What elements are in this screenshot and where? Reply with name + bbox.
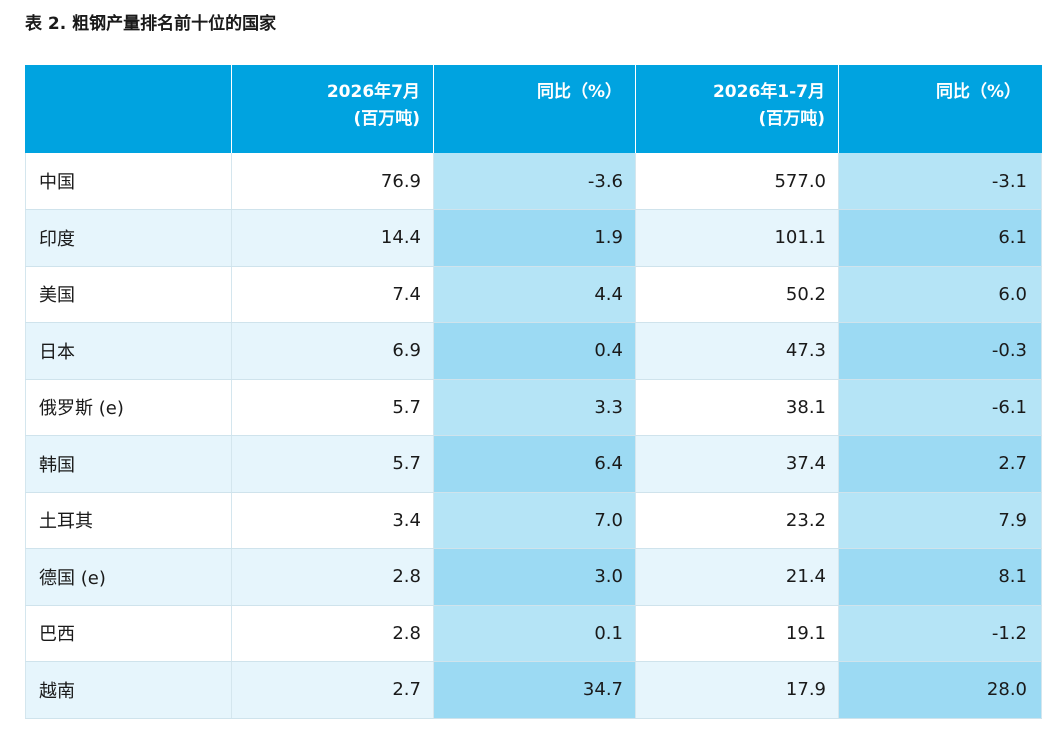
cell-month-output: 5.7 — [231, 435, 434, 493]
table-row: 日本 6.9 0.4 47.3 -0.3 — [25, 322, 1042, 380]
cell-month-output: 6.9 — [231, 322, 434, 380]
cell-month-output: 7.4 — [231, 266, 434, 323]
cell-ytd-output: 47.3 — [635, 322, 839, 380]
cell-month-yoy: 1.9 — [433, 209, 636, 267]
cell-ytd-yoy: 7.9 — [838, 492, 1042, 549]
cell-month-yoy: 0.1 — [433, 605, 636, 662]
cell-ytd-yoy: 28.0 — [838, 661, 1042, 719]
cell-ytd-yoy: 6.1 — [838, 209, 1042, 267]
cell-month-yoy: 3.3 — [433, 379, 636, 436]
cell-ytd-output: 101.1 — [635, 209, 839, 267]
cell-country: 美国 — [25, 266, 232, 323]
cell-country: 中国 — [25, 153, 232, 210]
cell-ytd-output: 50.2 — [635, 266, 839, 323]
header-month-yoy: 同比（%） — [433, 65, 636, 153]
cell-ytd-output: 577.0 — [635, 153, 839, 210]
header-row: 2026年7月 (百万吨) 同比（%） 2026年1-7月 (百万吨) 同比（%… — [25, 65, 1042, 153]
cell-month-yoy: 7.0 — [433, 492, 636, 549]
cell-month-yoy: 6.4 — [433, 435, 636, 493]
cell-month-output: 14.4 — [231, 209, 434, 267]
header-ytd-yoy: 同比（%） — [838, 65, 1042, 153]
header-ytd-unit: (百万吨) — [758, 109, 825, 129]
cell-ytd-output: 37.4 — [635, 435, 839, 493]
cell-ytd-yoy: -1.2 — [838, 605, 1042, 662]
cell-country: 日本 — [25, 322, 232, 380]
cell-month-yoy: 0.4 — [433, 322, 636, 380]
cell-country: 越南 — [25, 661, 232, 719]
cell-country: 德国 (e) — [25, 548, 232, 606]
table-row: 中国 76.9 -3.6 577.0 -3.1 — [25, 153, 1042, 210]
header-month-output: 2026年7月 (百万吨) — [231, 65, 434, 153]
cell-ytd-yoy: 2.7 — [838, 435, 1042, 493]
cell-ytd-output: 17.9 — [635, 661, 839, 719]
table-row: 土耳其 3.4 7.0 23.2 7.9 — [25, 492, 1042, 549]
cell-month-output: 76.9 — [231, 153, 434, 210]
cell-ytd-output: 19.1 — [635, 605, 839, 662]
cell-country: 俄罗斯 (e) — [25, 379, 232, 436]
cell-ytd-output: 38.1 — [635, 379, 839, 436]
cell-ytd-output: 21.4 — [635, 548, 839, 606]
cell-month-output: 5.7 — [231, 379, 434, 436]
header-month-yoy-label: 同比（%） — [536, 82, 622, 102]
header-month-label: 2026年7月 — [326, 82, 420, 102]
cell-month-output: 3.4 — [231, 492, 434, 549]
cell-month-yoy: 4.4 — [433, 266, 636, 323]
table-row: 韩国 5.7 6.4 37.4 2.7 — [25, 435, 1042, 493]
table-row: 德国 (e) 2.8 3.0 21.4 8.1 — [25, 548, 1042, 606]
table-row: 美国 7.4 4.4 50.2 6.0 — [25, 266, 1042, 323]
cell-ytd-yoy: -0.3 — [838, 322, 1042, 380]
table-row: 越南 2.7 34.7 17.9 28.0 — [25, 661, 1042, 719]
cell-ytd-output: 23.2 — [635, 492, 839, 549]
table-row: 俄罗斯 (e) 5.7 3.3 38.1 -6.1 — [25, 379, 1042, 436]
table-row: 印度 14.4 1.9 101.1 6.1 — [25, 209, 1042, 267]
table-title: 表 2. 粗钢产量排名前十位的国家 — [25, 14, 277, 34]
table-row: 巴西 2.8 0.1 19.1 -1.2 — [25, 605, 1042, 662]
cell-month-output: 2.8 — [231, 548, 434, 606]
cell-ytd-yoy: 6.0 — [838, 266, 1042, 323]
cell-country: 韩国 — [25, 435, 232, 493]
steel-production-table: 2026年7月 (百万吨) 同比（%） 2026年1-7月 (百万吨) 同比（%… — [25, 65, 1042, 719]
cell-month-yoy: 34.7 — [433, 661, 636, 719]
cell-ytd-yoy: -6.1 — [838, 379, 1042, 436]
header-ytd-yoy-label: 同比（%） — [935, 82, 1021, 102]
cell-ytd-yoy: -3.1 — [838, 153, 1042, 210]
cell-month-output: 2.7 — [231, 661, 434, 719]
header-ytd-label: 2026年1-7月 — [712, 82, 825, 102]
header-ytd-output: 2026年1-7月 (百万吨) — [635, 65, 839, 153]
cell-country: 印度 — [25, 209, 232, 267]
cell-month-yoy: 3.0 — [433, 548, 636, 606]
cell-ytd-yoy: 8.1 — [838, 548, 1042, 606]
header-month-unit: (百万吨) — [353, 109, 420, 129]
cell-country: 土耳其 — [25, 492, 232, 549]
cell-country: 巴西 — [25, 605, 232, 662]
cell-month-yoy: -3.6 — [433, 153, 636, 210]
cell-month-output: 2.8 — [231, 605, 434, 662]
header-country — [25, 65, 232, 153]
